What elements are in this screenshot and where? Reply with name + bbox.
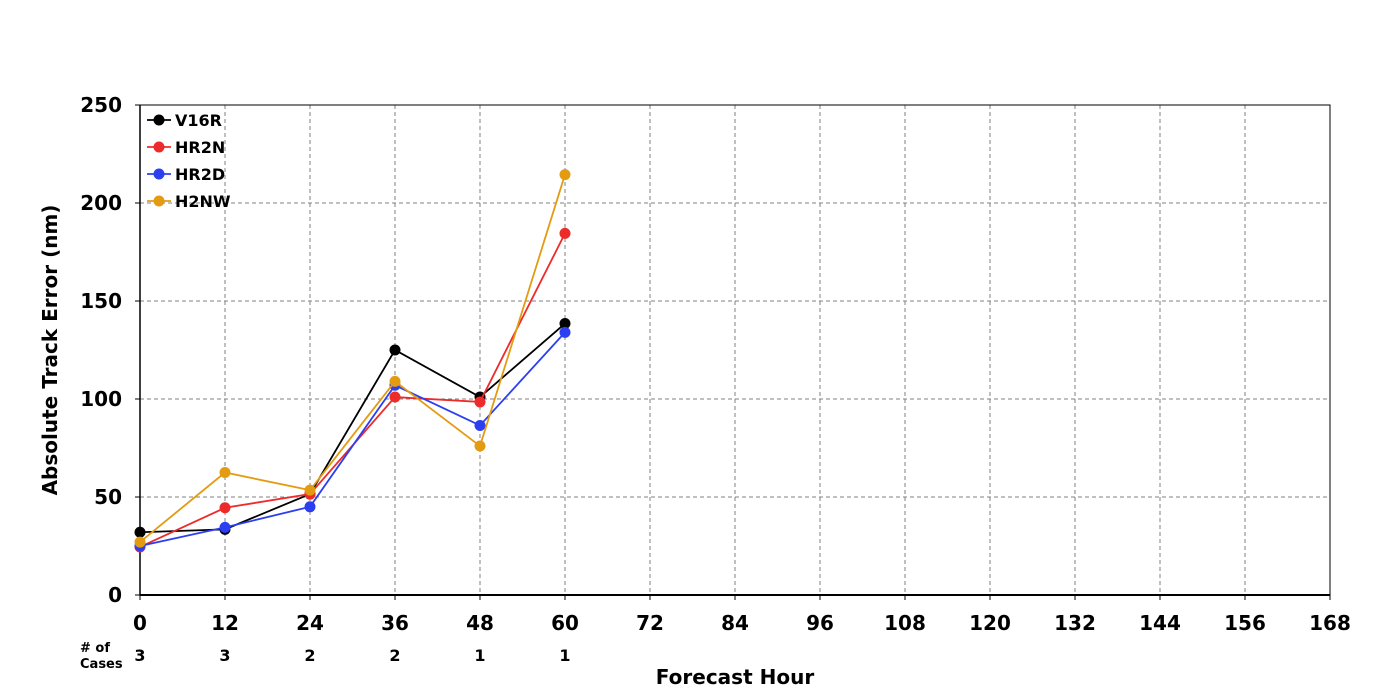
series-line-v16r bbox=[139, 322, 566, 534]
data-point-h2nw bbox=[304, 484, 316, 496]
x-tick-label: 36 bbox=[381, 611, 409, 635]
data-point-hr2d bbox=[474, 419, 486, 431]
cases-count: 2 bbox=[389, 646, 400, 665]
data-point-hr2d bbox=[304, 501, 316, 513]
x-tick-label: 96 bbox=[806, 611, 834, 635]
x-tick-label: 24 bbox=[296, 611, 324, 635]
data-point-h2nw bbox=[559, 169, 571, 181]
legend: V16R HR2N HR2D H2NW bbox=[147, 111, 231, 211]
x-tick-label: 156 bbox=[1224, 611, 1266, 635]
legend-marker-v16r bbox=[153, 114, 165, 126]
data-point-h2nw bbox=[134, 536, 146, 548]
legend-label-h2nw: H2NW bbox=[175, 192, 231, 211]
x-tick-label: 168 bbox=[1309, 611, 1351, 635]
cases-count: 3 bbox=[219, 646, 230, 665]
x-tick-label: 84 bbox=[721, 611, 749, 635]
data-point-h2nw bbox=[389, 375, 401, 387]
cases-count: 1 bbox=[474, 646, 485, 665]
y-tick-label: 0 bbox=[108, 583, 122, 607]
x-tick-label: 132 bbox=[1054, 611, 1096, 635]
cases-label-line2: Cases bbox=[80, 657, 123, 672]
data-point-hr2n bbox=[389, 391, 401, 403]
x-tick-label: 60 bbox=[551, 611, 579, 635]
series-layer bbox=[134, 169, 571, 553]
legend-label-hr2n: HR2N bbox=[175, 138, 225, 157]
y-tick-label: 50 bbox=[94, 485, 122, 509]
x-tick-label: 48 bbox=[466, 611, 494, 635]
series-line-hr2d bbox=[139, 331, 566, 547]
legend-label-v16r: V16R bbox=[175, 111, 222, 130]
x-tick-label: 12 bbox=[211, 611, 239, 635]
y-tick-label: 100 bbox=[80, 387, 122, 411]
data-point-h2nw bbox=[219, 467, 231, 478]
legend-marker-hr2d bbox=[153, 168, 165, 180]
data-point-hr2d bbox=[219, 521, 231, 533]
y-axis-title: Absolute Track Error (nm) bbox=[38, 205, 62, 496]
data-point-v16r bbox=[389, 344, 401, 356]
data-point-hr2n bbox=[559, 227, 571, 239]
data-point-hr2n bbox=[219, 502, 231, 514]
axis-ticks: 0 12 24 36 48 60 72 84 96 108 120 132 144 156 168 0 50 10… bbox=[80, 93, 1351, 635]
x-tick-label: 144 bbox=[1139, 611, 1181, 635]
data-point-h2nw bbox=[474, 440, 486, 452]
x-tick-label: 72 bbox=[636, 611, 664, 635]
series-line-h2nw bbox=[139, 174, 566, 543]
cases-count: 3 bbox=[134, 646, 145, 665]
x-tick-label: 108 bbox=[884, 611, 926, 635]
series-line-hr2n bbox=[139, 232, 566, 548]
legend-label-hr2d: HR2D bbox=[175, 165, 225, 184]
data-point-hr2n bbox=[474, 396, 486, 408]
grid-lines bbox=[140, 105, 1330, 595]
cases-count: 2 bbox=[304, 646, 315, 665]
data-point-v16r bbox=[559, 318, 571, 330]
y-tick-label: 150 bbox=[80, 289, 122, 313]
legend-marker-hr2n bbox=[153, 141, 165, 153]
cases-label-line1: # of bbox=[80, 641, 110, 656]
legend-marker-h2nw bbox=[153, 195, 165, 207]
x-axis-title: Forecast Hour bbox=[656, 665, 815, 689]
cases-count: 1 bbox=[559, 646, 570, 665]
x-tick-label: 0 bbox=[133, 611, 147, 635]
x-tick-label: 120 bbox=[969, 611, 1011, 635]
data-point-v16r bbox=[134, 526, 146, 538]
y-tick-label: 250 bbox=[80, 93, 122, 117]
y-tick-label: 200 bbox=[80, 191, 122, 215]
data-point-hr2d bbox=[559, 326, 571, 338]
